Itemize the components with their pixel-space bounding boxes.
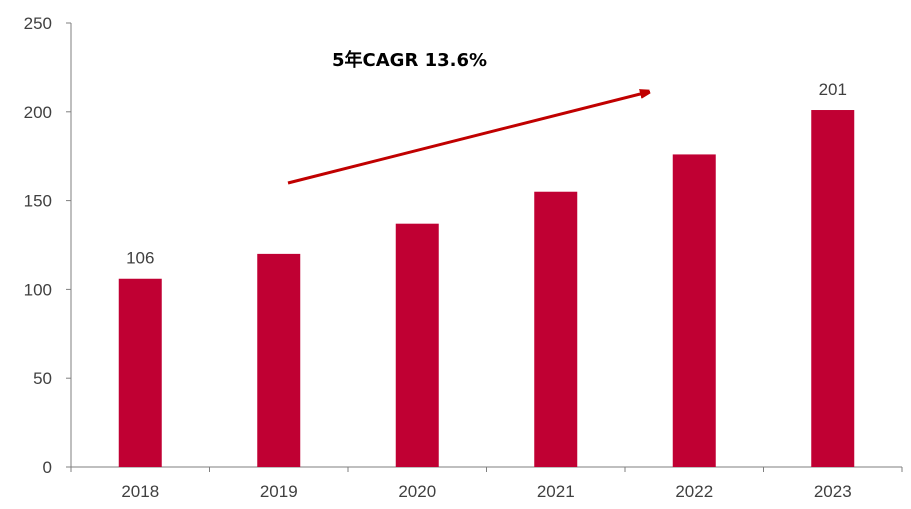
x-tick-label: 2021 [537, 482, 575, 501]
bar-2023 [811, 110, 855, 468]
x-tick-label: 2022 [675, 482, 713, 501]
x-tick-label: 2018 [121, 482, 159, 501]
cagr-arrow [287, 92, 648, 185]
y-tick-label: 250 [24, 14, 52, 33]
y-tick-label: 100 [24, 280, 52, 299]
x-tick-label: 2020 [398, 482, 436, 501]
bar-2022 [672, 154, 716, 467]
data-label-2023: 201 [819, 80, 847, 99]
bar-2018 [118, 278, 162, 467]
y-tick-label: 150 [24, 192, 52, 211]
bar-2021 [534, 191, 578, 467]
bar-2019 [257, 253, 301, 467]
y-tick-label: 50 [33, 369, 52, 388]
y-tick-label: 200 [24, 103, 52, 122]
x-tick-label: 2023 [814, 482, 852, 501]
bar-2020 [395, 223, 439, 467]
x-tick-label: 2019 [260, 482, 298, 501]
y-tick-label: 0 [43, 458, 52, 477]
cagr-annotation: 5年CAGR 13.6% [332, 49, 487, 71]
data-label-2018: 106 [126, 249, 154, 268]
